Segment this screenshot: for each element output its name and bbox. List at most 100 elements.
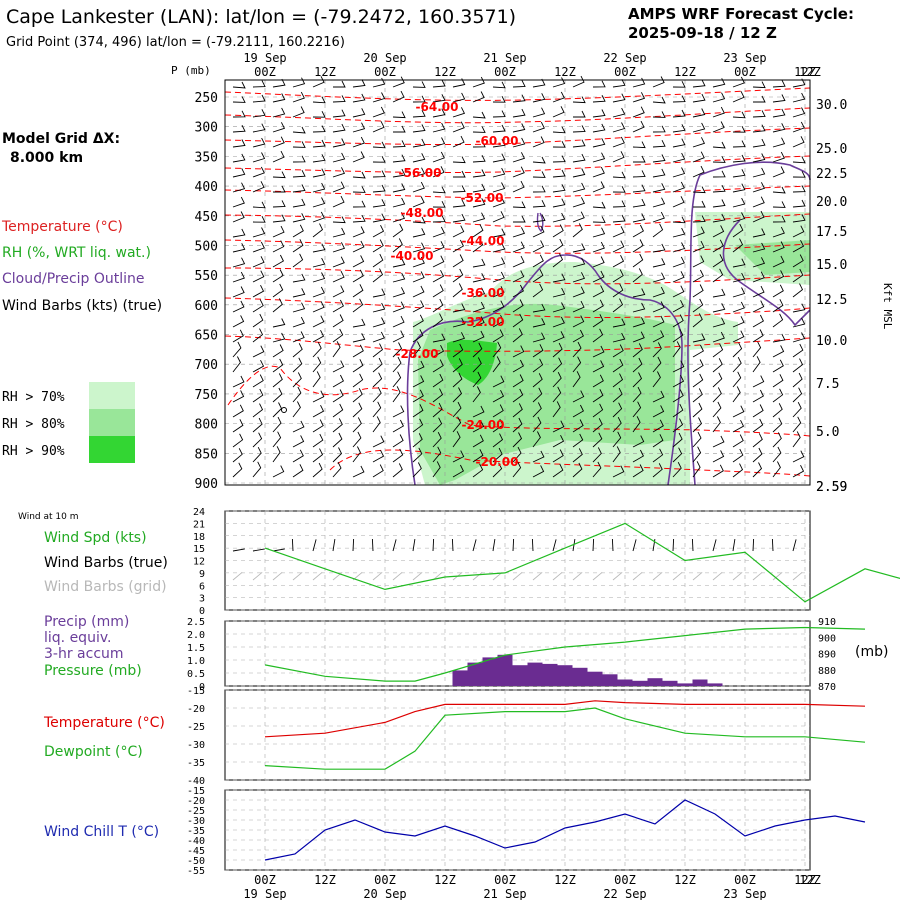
precip-bar — [632, 680, 648, 686]
precip-pressure-panel: Precip (mm) liq. equiv. 3-hr accum Press… — [44, 614, 888, 693]
wind-barb — [592, 418, 603, 433]
wind-barb — [232, 228, 246, 238]
wind-barb — [532, 199, 546, 208]
wind-barb — [252, 201, 266, 209]
legend-dewpoint: Dewpoint (°C) — [44, 744, 143, 760]
wind-barb — [352, 298, 364, 313]
wind-barb — [272, 171, 286, 179]
wind-barb — [632, 141, 646, 149]
wind-barb — [712, 239, 724, 253]
wind-barb — [532, 121, 545, 133]
wind-barb — [732, 272, 746, 283]
wind-barb — [612, 283, 624, 298]
wind-barb — [572, 341, 582, 358]
wind-barb — [672, 152, 686, 163]
wind-barb-grid — [292, 571, 303, 581]
time-tick-label: 12Z — [434, 873, 456, 887]
wind-barb — [312, 356, 322, 373]
wind-barb — [712, 213, 726, 223]
temp-contour-line — [224, 239, 811, 254]
wind-barb — [592, 314, 604, 328]
wind-barb — [752, 124, 766, 133]
wind-barb — [252, 166, 265, 178]
wind-barb — [632, 213, 646, 223]
precip-bar — [587, 671, 603, 686]
wind-barb — [712, 199, 726, 208]
wind-barb — [412, 95, 426, 103]
wind-barb — [432, 226, 445, 238]
wind-barb — [372, 268, 384, 283]
temp-contour-line — [224, 335, 811, 352]
wind-barb — [792, 121, 805, 133]
time-tick-label: 12Z — [554, 65, 576, 79]
wind-barb — [552, 434, 565, 448]
wind-barb — [392, 258, 406, 268]
wind-barb-true — [492, 539, 496, 552]
rh-legend-swatch — [89, 436, 135, 463]
wind-barb — [672, 227, 686, 238]
wind-barb — [592, 201, 606, 209]
wind-barb — [332, 216, 346, 224]
wind-barb — [532, 416, 542, 433]
date-tick-label: 19 Sep — [243, 51, 286, 65]
wind-barb — [392, 315, 405, 328]
wind-barb — [612, 171, 626, 179]
wind-barb — [732, 125, 746, 133]
wind-barb — [752, 167, 766, 178]
value-tick-label: 6 — [199, 581, 205, 592]
wind-barb — [772, 388, 784, 403]
wind-barb — [492, 196, 505, 208]
wind-barb — [612, 446, 621, 463]
wind-barb — [632, 92, 646, 103]
wind-barb — [792, 254, 804, 268]
wind-barb — [372, 213, 386, 223]
wind-barb — [672, 271, 685, 283]
wind-barb — [732, 183, 746, 193]
wind-barb — [592, 227, 606, 238]
wind-barb — [392, 223, 404, 238]
wind-barb — [572, 300, 585, 313]
value-tick-label: 2.0 — [187, 630, 205, 641]
wind-barb — [652, 243, 666, 253]
pressure-tick-label: 750 — [195, 388, 218, 403]
panel-frame — [224, 789, 811, 871]
wind-barb — [692, 269, 704, 283]
precip-bar — [692, 679, 708, 686]
wind-barb — [432, 108, 446, 118]
wind-barb — [552, 357, 563, 373]
pressure-axis-label: P (mb) — [171, 64, 211, 77]
wind-barb — [632, 184, 646, 193]
wind-barb-grid — [372, 571, 383, 581]
wind-barb — [272, 240, 285, 253]
wind-barb — [532, 107, 546, 118]
temperature-contour-label: -24.00 — [462, 418, 505, 432]
height-tick-label: 17.5 — [816, 225, 847, 240]
wind-barb — [472, 258, 486, 268]
wind-barb — [372, 401, 382, 418]
wind-barb-true — [371, 538, 374, 552]
wind-barb — [792, 431, 801, 448]
wind-barb — [692, 461, 701, 478]
wind-barb — [752, 300, 765, 313]
wind-barb — [552, 371, 562, 388]
wind-barb — [432, 298, 444, 313]
rh-legend-label: RH > 70% — [2, 390, 65, 405]
wind-barb-true — [792, 539, 797, 552]
value-tick-label: -40 — [187, 776, 205, 787]
wind-barb — [292, 435, 305, 448]
wind-barb — [492, 95, 506, 103]
wind-barb — [452, 358, 463, 373]
wind-barb — [672, 374, 685, 388]
wind-barb — [432, 200, 446, 208]
wind-barb — [692, 298, 704, 313]
wind-panel-label: Wind at 10 m — [18, 512, 78, 522]
wind-barb — [352, 284, 364, 298]
temp-contour-line — [227, 365, 811, 437]
wind-barb — [572, 419, 584, 433]
wind-barb — [452, 450, 465, 463]
wind-barb — [312, 182, 326, 193]
wind-barb — [252, 359, 265, 373]
wind-barb — [712, 401, 722, 418]
